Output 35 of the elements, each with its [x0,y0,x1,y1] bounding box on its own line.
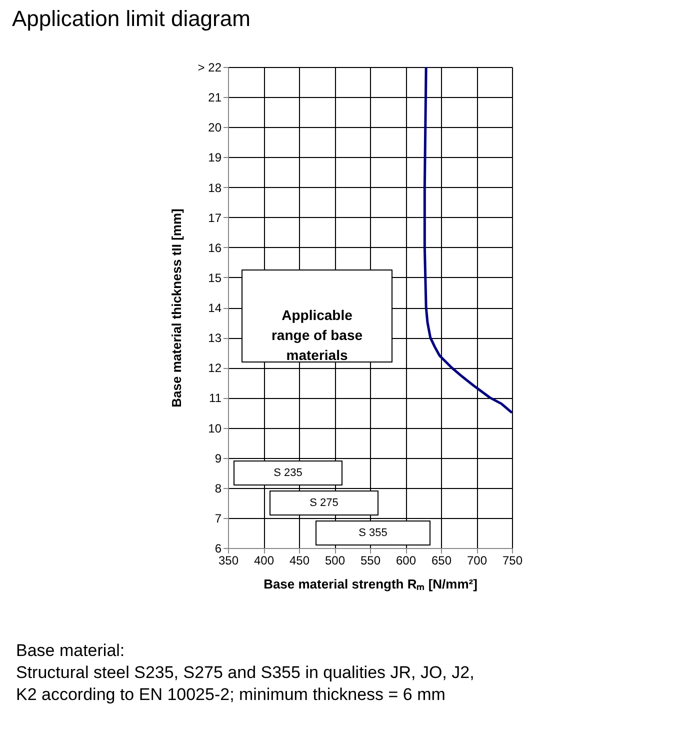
chart-title: Application limit diagram [12,6,250,31]
x-tick-label: 700 [466,554,488,568]
y-tick-label: 8 [214,481,222,496]
annotation: S 235 [274,467,302,479]
y-tick-label: 11 [209,391,222,406]
x-axis-title: Base material strength Rₘ [N/mm²] [264,576,478,592]
x-tick-label: 650 [431,554,452,568]
annotation: S 275 [310,497,338,509]
y-tick-label: 10 [208,421,222,436]
y-tick-label: 6 [214,542,222,556]
x-tick-label: 450 [289,554,310,568]
y-tick-label: > 22 [198,60,222,74]
y-tick-label: 16 [208,240,222,255]
y-tick-label: 21 [208,90,222,105]
annotation: Applicable range of base materials [271,307,363,363]
y-tick-label: 14 [208,301,222,315]
y-tick-label: 15 [208,270,222,285]
annotation: S 355 [358,527,388,539]
y-tick-label: 9 [214,451,222,466]
y-tick-label: 7 [214,511,222,526]
text: Base material: Structural steel S235, S275 and S355 in qualities JR, JO, J2, K2 according to EN 10025-2; minimum thickness = 6 mm [16,641,474,704]
y-tick-label: 18 [208,180,222,195]
x-tick-label: 350 [218,554,239,568]
line-series [423,66,514,414]
y-tick-label: 19 [208,150,222,165]
x-tick-label: 500 [324,554,346,568]
x-tick-label: 550 [360,554,381,568]
y-tick-label: 20 [208,120,222,135]
x-tick-label: 400 [254,554,274,568]
y-tick-label: 13 [208,331,222,346]
y-tick-label: 12 [208,361,222,376]
y-tick-label: 17 [208,210,222,225]
y-axis-title: Base material thickness tII [mm] [168,208,184,408]
x-tick-label: 750 [502,554,523,568]
x-tick-label: 600 [396,554,416,568]
